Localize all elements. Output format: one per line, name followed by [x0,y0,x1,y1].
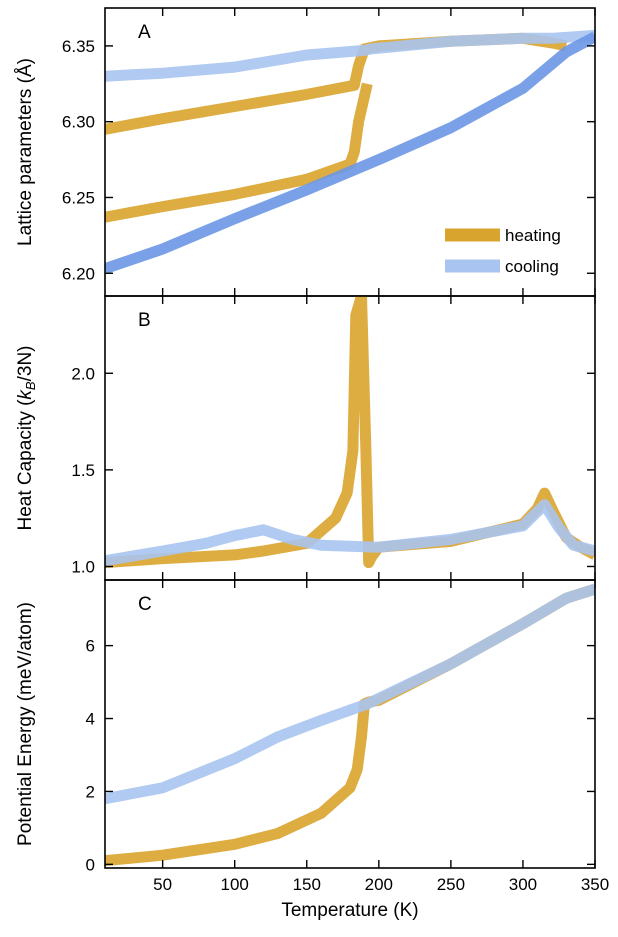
panel-label: A [138,22,151,43]
x-axis-title: Temperature (K) [281,900,418,921]
panel-b: 1.0 1.5 2.0 B Heat Capacity (kB/3N) [15,295,596,581]
plot-area [105,296,595,569]
y-tick-label: 0 [86,855,95,874]
panel-label: C [138,594,152,615]
x-tick-label: 100 [221,875,249,894]
y-tick-label: 1.5 [71,461,95,480]
y-tick-label: 6.25 [62,188,95,207]
y-tick-label: 1.0 [71,557,95,576]
plot-area [105,583,595,867]
x-tick-label: 250 [437,875,465,894]
panel-a: 6.20 6.25 6.30 6.35 A Lattice parameters (Å) h… [15,7,596,297]
series-branch-1-line [105,82,373,223]
y-axis-title: Potential Energy (meV/atom) [15,602,36,846]
series-cooling-line [105,583,595,805]
x-tick-label: 150 [293,875,321,894]
x-tick-label: 300 [509,875,537,894]
x-tick-label: 200 [365,875,393,894]
y-tick-label: 6.35 [62,37,95,56]
x-tick-label: 350 [581,875,609,894]
series-cooling-line [105,29,595,82]
y-tick-label: 6.30 [62,113,95,132]
y-tick-label: 6 [86,637,95,656]
y-tick-label: 2 [86,782,95,801]
legend-label-cooling: cooling [505,257,559,276]
legend-label-heating: heating [505,226,561,245]
y-tick-label: 4 [86,710,95,729]
plot-area [105,29,595,274]
series-branch-3-line [105,31,595,274]
panel-label: B [138,310,151,331]
legend: heating cooling [445,226,561,276]
y-axis-title: Heat Capacity (kB/3N) [15,345,38,530]
y-tick-label: 6.20 [62,264,95,283]
plot-frame [104,579,596,869]
y-axis-title: Lattice parameters (Å) [15,58,36,246]
y-tick-label: 2.0 [71,364,95,383]
series-cooling-line [105,499,595,567]
panel-c: 0 2 4 6 50 100 150 200 250 300 350 Temperature (K) C… [15,579,609,921]
x-tick-label: 50 [153,875,172,894]
